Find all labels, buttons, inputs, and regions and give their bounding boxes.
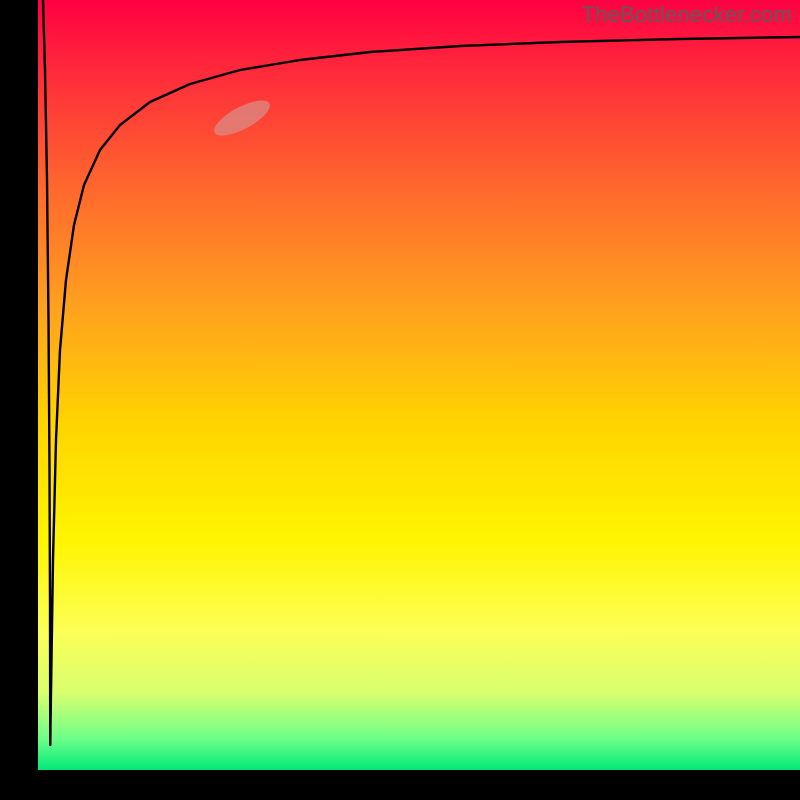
frame-left-band <box>0 0 38 800</box>
watermark-text: TheBottlenecker.com <box>582 2 792 28</box>
heat-gradient-panel <box>38 0 800 770</box>
frame-bottom-band <box>0 770 800 800</box>
chart-svg <box>0 0 800 800</box>
figure-root: TheBottlenecker.com <box>0 0 800 800</box>
